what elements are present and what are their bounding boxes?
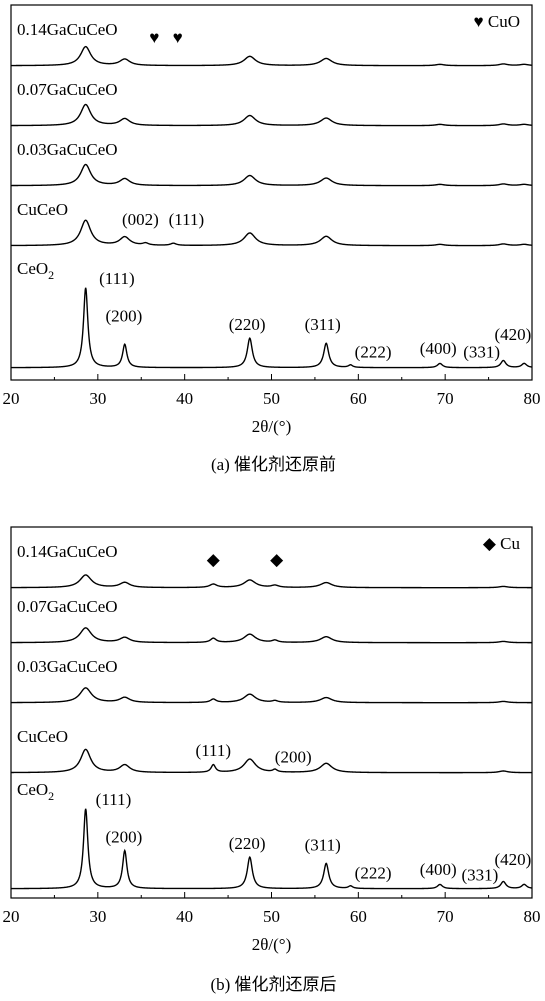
- x-axis-label: 2θ/(°): [252, 935, 292, 954]
- phase-marker: ♥: [149, 28, 159, 47]
- peak-annotation: (111): [169, 210, 205, 229]
- chart-panel-b: 20 30 40 50 60 70 80 2θ/(°) (b) 催化剂还原后 ◆ Cu 0.14Ga…: [3, 526, 541, 994]
- peak-annotation: (420): [494, 325, 531, 344]
- peak-annotation: (111): [99, 269, 135, 288]
- x-tick-label: 70: [437, 907, 454, 926]
- series-line-ceo2: [11, 287, 533, 369]
- x-tick-label: 30: [89, 389, 106, 408]
- series-line-cuceo: [11, 748, 532, 774]
- peak-annotation: (331): [463, 342, 500, 361]
- peak-annotation: (222): [355, 863, 392, 882]
- x-tick-label: 20: [3, 389, 20, 408]
- series-label: CuCeO: [17, 727, 68, 746]
- x-tick-label: 70: [437, 389, 454, 408]
- plot-frame: [10, 4, 533, 381]
- series-label: 0.07GaCuCeO: [17, 597, 118, 616]
- x-tick-label: 80: [524, 389, 541, 408]
- legend-entry: ♥ CuO: [474, 12, 520, 31]
- chart-panel-a: 20 30 40 50 60 70 80 2θ/(°) (a) 催化剂还原前 ♥ CuO 0.14G…: [3, 4, 541, 474]
- series-label: 0.14GaCuCeO: [17, 20, 118, 39]
- peak-annotation: (200): [105, 828, 142, 847]
- panel-caption: (b) 催化剂还原后: [210, 975, 336, 994]
- series-label-subscript: 2: [48, 789, 54, 803]
- peak-annotation: (111): [96, 790, 132, 809]
- peak-annotation: (002): [122, 210, 159, 229]
- plot-frame: [10, 526, 533, 899]
- series-line-0.14gacuceo: [10, 45, 533, 67]
- series-label: CeO2: [17, 259, 54, 282]
- series-line-cuceo: [11, 219, 533, 247]
- series-label: 0.03GaCuCeO: [17, 657, 118, 676]
- panel-caption: (a) 催化剂还原前: [211, 455, 336, 474]
- x-tick-label: 50: [263, 907, 280, 926]
- series-line-ceo2: [11, 808, 533, 890]
- series-label: 0.07GaCuCeO: [17, 80, 118, 99]
- x-axis-label: 2θ/(°): [252, 417, 292, 436]
- x-tick-label: 50: [263, 389, 280, 408]
- phase-marker: ◆: [207, 550, 221, 569]
- peak-annotation: (220): [229, 315, 266, 334]
- x-tick-label: 60: [350, 907, 367, 926]
- series-label-subscript: 2: [48, 268, 54, 282]
- peak-annotation: (200): [105, 307, 142, 326]
- peak-annotation: (220): [229, 834, 266, 853]
- x-tick-label: 40: [176, 389, 193, 408]
- x-tick-label: 40: [176, 907, 193, 926]
- x-tick-label: 60: [350, 389, 367, 408]
- x-tick-label: 30: [89, 907, 106, 926]
- peak-annotation: (311): [305, 835, 341, 854]
- peak-annotation: (111): [196, 741, 232, 760]
- peak-annotation: (222): [355, 342, 392, 361]
- series-line-0.03gacuceo: [11, 687, 532, 704]
- peak-annotation: (400): [420, 860, 457, 879]
- peak-annotation: (331): [461, 866, 498, 885]
- x-tick-label: 20: [3, 907, 20, 926]
- phase-marker: ◆: [270, 550, 284, 569]
- series-label: CuCeO: [17, 200, 68, 219]
- series-line-0.14gacuceo: [11, 574, 532, 589]
- series-line-0.03gacuceo: [11, 163, 533, 187]
- series-label: 0.14GaCuCeO: [17, 542, 118, 561]
- phase-marker: ♥: [173, 28, 183, 47]
- peak-annotation: (311): [305, 315, 341, 334]
- peak-annotation: (420): [494, 850, 531, 869]
- legend-entry: ◆ Cu: [483, 534, 521, 553]
- series-line-0.07gacuceo: [11, 627, 532, 644]
- peak-annotation: (400): [420, 339, 457, 358]
- peak-annotation: (200): [275, 747, 312, 766]
- series-label: CeO2: [17, 780, 54, 803]
- series-line-0.07gacuceo: [11, 103, 533, 127]
- series-label: 0.03GaCuCeO: [17, 140, 118, 159]
- x-tick-label: 80: [524, 907, 541, 926]
